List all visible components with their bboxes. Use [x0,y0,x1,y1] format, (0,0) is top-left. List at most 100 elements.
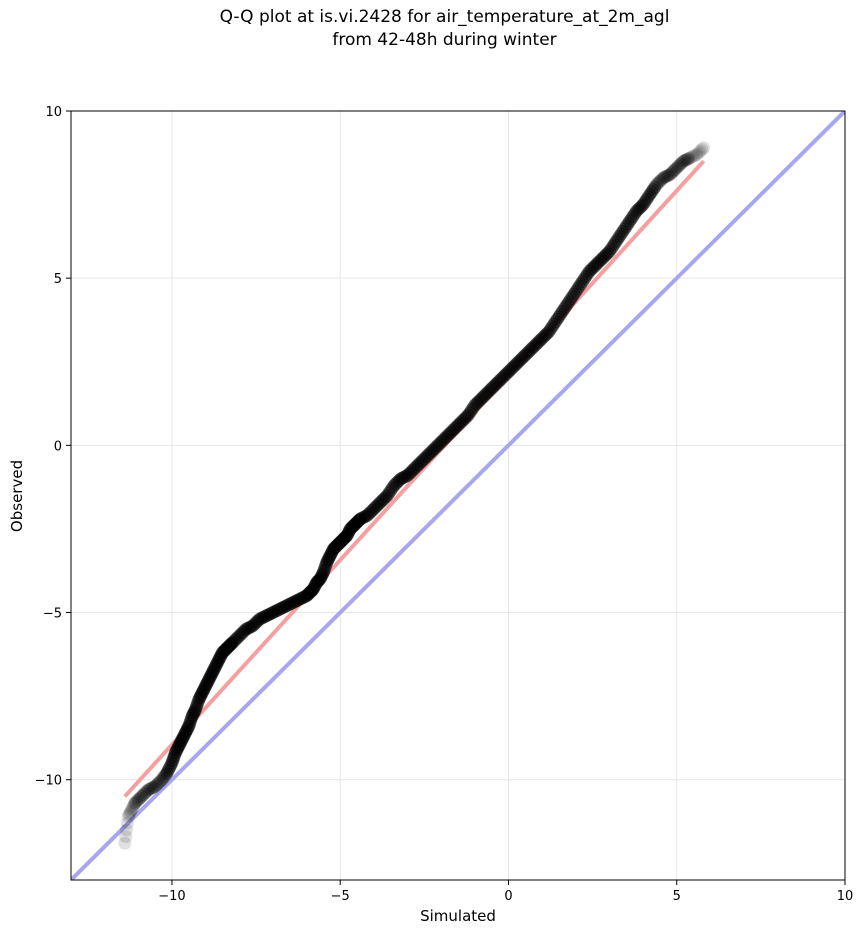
x-tick-label: 0 [504,889,512,904]
data-point [221,640,235,654]
data-point [171,741,185,755]
data-point [607,237,621,251]
data-point [604,242,618,256]
data-point [643,188,657,202]
data-point [671,159,685,173]
data-point [570,282,584,296]
data-point [169,744,183,758]
data-point [146,780,160,794]
data-point [231,631,245,645]
chart-title: Q-Q plot at is.vi.2428 for air_temperatu… [0,6,861,52]
data-point [648,180,662,194]
data-point [269,604,283,618]
data-point [621,217,635,231]
data-point [606,239,620,253]
data-point [216,645,230,659]
chart-title-line1: Q-Q plot at is.vi.2428 for air_temperatu… [219,7,670,27]
data-point [315,569,329,583]
data-point [316,567,330,581]
y-tick-label: 5 [54,272,62,287]
data-point [178,728,192,742]
data-point [668,163,682,177]
data-point [515,351,529,365]
data-point [348,517,362,531]
data-point [326,544,340,558]
data-point [218,643,232,657]
data-point [130,794,144,808]
data-point [619,219,633,233]
data-point [692,146,706,160]
data-point [150,778,164,792]
data-point [183,714,197,728]
data-point [326,542,340,556]
data-point [466,401,480,415]
data-point [579,270,593,284]
data-point [229,632,243,646]
data-point [397,470,411,484]
data-point [375,494,389,508]
data-point [118,836,132,850]
data-point [360,509,374,523]
data-point [119,830,133,844]
data-point [122,808,136,822]
data-point [214,649,228,663]
data-point [473,393,487,407]
data-point [655,173,669,187]
data-point [296,590,310,604]
data-point [127,798,141,812]
data-point [200,676,214,690]
data-point [170,743,184,757]
data-point [641,190,655,204]
data-point [592,254,606,268]
data-point [601,246,615,260]
data-point [444,425,458,439]
data-point [271,603,285,617]
data-point [301,587,315,601]
data-point [538,328,552,342]
data-point [350,515,364,529]
data-point [683,151,697,165]
data-point [476,390,490,404]
data-point [254,611,268,625]
x-tick-label: −10 [158,889,185,904]
data-point [302,586,316,600]
data-point [199,679,213,693]
data-point [503,363,517,377]
data-point [653,174,667,188]
data-point [220,641,234,655]
data-point [508,358,522,372]
data-point [631,203,645,217]
data-point [172,739,186,753]
data-point [399,469,413,483]
data-point [167,751,181,765]
data-point [306,582,320,596]
data-point [162,761,176,775]
data-point [562,295,576,309]
data-point [305,584,319,598]
data-point [123,806,137,820]
data-point [193,691,207,705]
data-point [384,483,398,497]
data-point [380,489,394,502]
data-point [182,719,196,733]
data-point [184,712,198,726]
data-point [234,627,248,641]
data-point [120,823,134,837]
data-point [201,674,215,688]
data-point [242,621,256,635]
data-point [167,748,181,762]
data-point [168,746,182,760]
data-point [493,373,507,387]
data-point [316,565,330,579]
data-point [633,201,647,215]
data-point [547,317,561,331]
data-point [401,468,415,482]
data-point [151,776,165,790]
data-point [173,736,187,750]
data-point [188,704,202,718]
data-point [491,375,505,389]
data-point [194,689,208,703]
data-point [351,514,365,528]
data-point [443,427,457,441]
